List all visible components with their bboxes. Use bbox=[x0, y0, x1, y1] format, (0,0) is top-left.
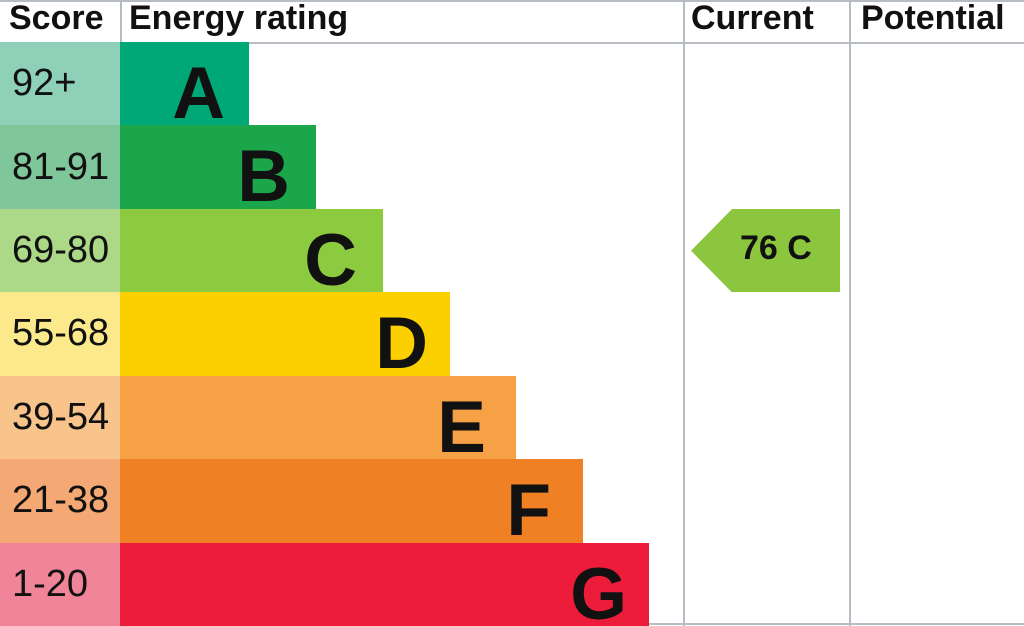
svg-text:76 C: 76 C bbox=[740, 229, 812, 267]
